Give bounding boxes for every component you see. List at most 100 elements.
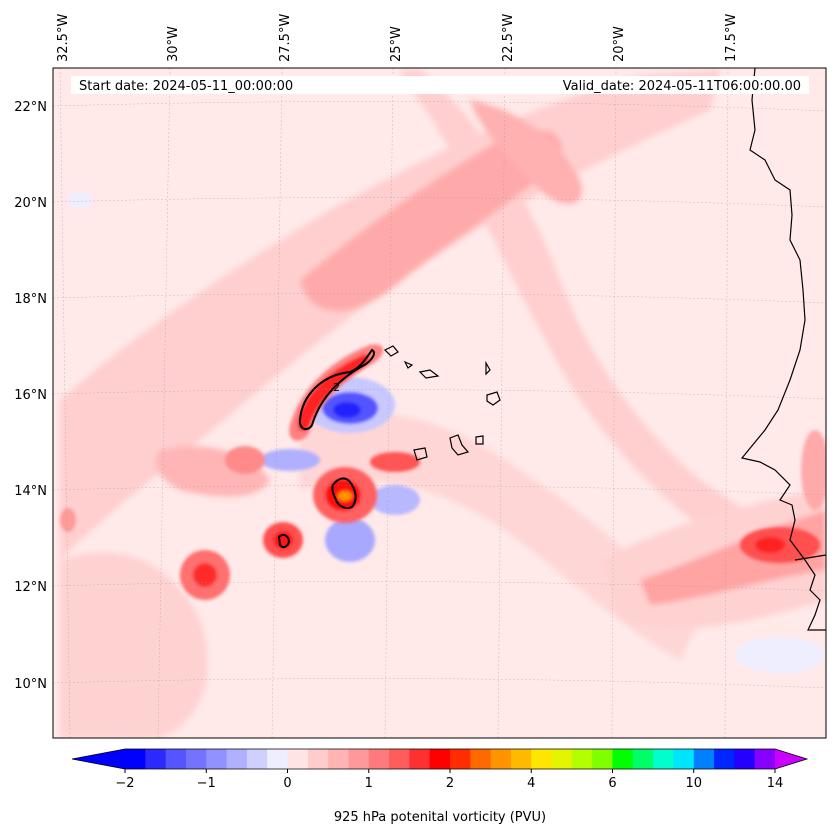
map-frame <box>52 67 827 739</box>
pv-high-blob <box>801 430 826 510</box>
contour-2pvu <box>277 348 375 549</box>
island <box>485 360 491 376</box>
colorbar-cell <box>368 749 390 769</box>
colorbar-cell <box>307 749 329 769</box>
colorbar-cell <box>653 749 674 769</box>
coast-detail <box>794 554 826 561</box>
colorbar-under-arrow <box>72 749 125 769</box>
colorbar-cell <box>145 749 167 769</box>
colorbar-cell <box>287 749 309 769</box>
pv-low-blob <box>333 402 361 418</box>
lon-label: 32.5°W <box>56 14 71 62</box>
lon-label: 30°W <box>166 26 181 62</box>
pv-band-mid <box>470 100 582 204</box>
contour-line <box>277 533 291 549</box>
colorbar-cell <box>490 749 512 769</box>
colorbar-cell <box>632 749 654 769</box>
pv-band-mid <box>300 129 562 312</box>
colorbar-cell <box>125 749 146 769</box>
lat-label: 22°N <box>14 100 47 115</box>
colorbar-cell <box>328 749 349 769</box>
colorbar-label: 925 hPa potenital vorticity (PVU) <box>334 810 546 825</box>
cape-verde-islands <box>383 345 501 461</box>
header-box <box>71 76 809 94</box>
colorbar-over-arrow <box>775 749 807 769</box>
lat-labels: 22°N 20°N 18°N 16°N 14°N 12°N 10°N <box>14 100 47 692</box>
colorbar-cell <box>429 749 451 769</box>
lat-label: 14°N <box>14 484 47 499</box>
colorbar-cell <box>246 749 268 769</box>
colorbar-cells <box>125 749 776 769</box>
colorbar-ticks: −2 −1 0 1 2 4 6 10 14 <box>115 769 783 791</box>
colorbar-cell <box>551 749 573 769</box>
island <box>413 447 428 461</box>
island <box>418 369 440 379</box>
valid-date: Valid_date: 2024-05-11T06:00:00.00 <box>563 79 801 94</box>
pv-low-blob <box>370 485 420 515</box>
contour-line <box>298 348 375 431</box>
island <box>486 391 501 406</box>
island <box>475 435 484 445</box>
colorbar-cell <box>612 749 634 769</box>
colorbar-tick-label: 6 <box>608 776 616 791</box>
colorbar-tick-label: 1 <box>365 776 373 791</box>
colorbar-cell <box>531 749 552 769</box>
pv-high-core <box>338 491 352 501</box>
colorbar-tick-label: 2 <box>446 776 454 791</box>
colorbar-cell <box>714 749 735 769</box>
colorbar-cell <box>226 749 248 769</box>
colorbar-tick-label: 0 <box>283 776 291 791</box>
colorbar-tick-label: 4 <box>527 776 535 791</box>
lon-label: 25°W <box>389 26 404 62</box>
colorbar-cell <box>754 749 776 769</box>
colorbar-tick-label: −1 <box>197 776 216 791</box>
pv-low-blob <box>735 637 825 673</box>
colorbar-cell <box>185 749 207 769</box>
colorbar-cell <box>389 749 410 769</box>
colorbar-tick-label: −2 <box>115 776 134 791</box>
lon-label: 22.5°W <box>501 14 516 62</box>
lat-label: 16°N <box>14 388 47 403</box>
pv-band-light <box>60 552 208 738</box>
island <box>403 360 414 369</box>
island <box>449 434 470 456</box>
colorbar-cell <box>510 749 532 769</box>
pv-low-blob <box>68 192 92 208</box>
colorbar-tick-label: 14 <box>767 776 784 791</box>
colorbar-cell <box>592 749 613 769</box>
pv-low-blob <box>260 449 320 471</box>
colorbar: −2 −1 0 1 2 4 6 10 14 925 hPa potenital vorticit… <box>71 748 809 825</box>
start-date: Start date: 2024-05-11_00:00:00 <box>79 79 293 94</box>
pv-band-light <box>300 412 700 660</box>
colorbar-tick-label: 10 <box>685 776 702 791</box>
pv-high-blob <box>370 452 420 472</box>
colorbar-cell <box>267 749 288 769</box>
lat-label: 18°N <box>14 292 47 307</box>
pv-low-blob <box>325 518 375 562</box>
lat-label: 20°N <box>14 196 47 211</box>
colorbar-cell <box>165 749 187 769</box>
africa-coastline <box>740 68 826 631</box>
lon-label: 27.5°W <box>278 14 293 62</box>
pv-high-blob <box>755 537 785 553</box>
colorbar-cell <box>470 749 492 769</box>
map-panel: 2 <box>53 68 826 738</box>
colorbar-cell <box>450 749 471 769</box>
coastline <box>740 68 826 631</box>
colorbar-cell <box>409 749 431 769</box>
contour-label: 2 <box>333 381 340 394</box>
lon-labels: 32.5°W 30°W 27.5°W 25°W 22.5°W 20°W 17.5… <box>56 14 739 62</box>
island <box>383 345 399 357</box>
pv-high-blob <box>193 563 217 587</box>
colorbar-cell <box>571 749 593 769</box>
lon-label: 20°W <box>612 26 627 62</box>
colorbar-cell <box>348 749 370 769</box>
lon-label: 17.5°W <box>724 14 739 62</box>
contour-line <box>331 477 357 510</box>
colorbar-cell <box>206 749 227 769</box>
lat-label: 10°N <box>14 677 47 692</box>
colorbar-cell <box>693 749 715 769</box>
colorbar-cell <box>734 749 756 769</box>
colorbar-cell <box>673 749 695 769</box>
